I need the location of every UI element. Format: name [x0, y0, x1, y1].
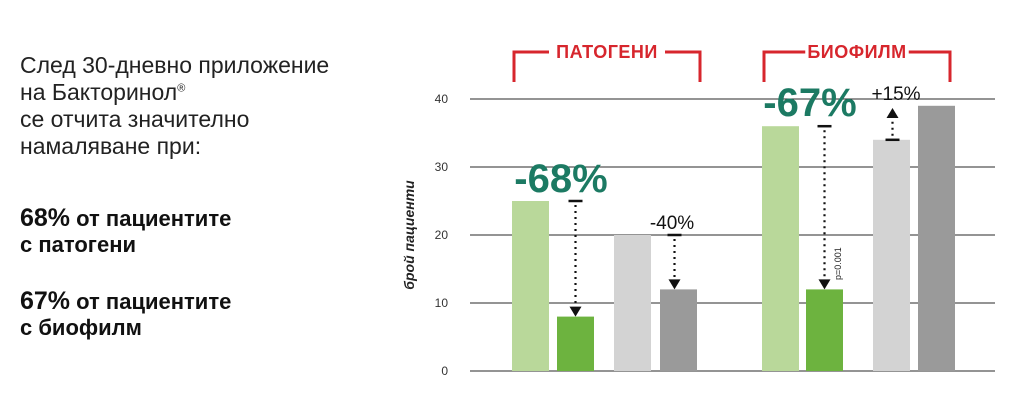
bar-1-2 [873, 139, 910, 371]
bar-1-3 [918, 105, 955, 372]
bar-1-1 [806, 289, 843, 371]
change-pathogen-grey: -40% [650, 213, 694, 234]
intro-text: След 30-дневно приложение на Бакторинол®… [20, 52, 410, 160]
intro-line-2: на Бакторинол® [20, 79, 410, 106]
stat-pathogens-line2: с патогени [20, 232, 137, 257]
group-label-0: ПАТОГЕНИ [556, 42, 658, 62]
bar-1-0 [762, 126, 799, 371]
intro-line-2-text: на Бакторинол [20, 79, 178, 105]
arrow-biofilm-grey-head [886, 108, 899, 118]
group-bracket-left-0 [512, 50, 549, 82]
y-tick-label-30: 30 [435, 160, 449, 174]
y-tick-label-40: 40 [435, 92, 449, 106]
change-pathogen-green: -68% [514, 157, 607, 201]
registered-mark: ® [177, 82, 186, 95]
group-bracket-left-1 [762, 50, 806, 82]
intro-line-4: намаляване при: [20, 133, 202, 159]
y-tick-label-10: 10 [435, 296, 449, 310]
arrow-pathogen-grey-head [668, 279, 681, 290]
bar-0-1 [557, 316, 594, 371]
stat-biofilm: 67% от пациентите с биофилм [20, 288, 410, 341]
p-value-note: p=0.001 [833, 247, 843, 280]
arrow-pathogen-green-head [569, 306, 582, 317]
arrow-biofilm-green-head [818, 279, 831, 290]
group-label-1: БИОФИЛМ [807, 42, 906, 62]
stat-pathogens: 68% от пациентите с патогени [20, 205, 410, 258]
intro-line-1: След 30-дневно приложение [20, 52, 330, 78]
stat-biofilm-line1: 67% от пациентите [20, 288, 410, 315]
stat-biofilm-value: 67% [20, 287, 71, 315]
y-tick-label-0: 0 [441, 364, 448, 378]
group-bracket-right-1 [908, 50, 952, 82]
stat-biofilm-text: от пациентите [70, 289, 232, 314]
bar-0-3 [660, 289, 697, 371]
stat-pathogens-text: от пациентите [70, 206, 232, 231]
stat-biofilm-line2: с биофилм [20, 315, 142, 340]
group-bracket-right-0 [665, 50, 702, 82]
stat-pathogens-value: 68% [20, 204, 71, 232]
bar-0-0 [512, 201, 549, 371]
y-axis-label: брой пациенти [401, 180, 417, 290]
y-tick-label-20: 20 [435, 228, 449, 242]
change-biofilm-grey: +15% [871, 84, 920, 105]
intro-line-3: се отчита значително [20, 106, 250, 132]
stat-pathogens-line1: 68% от пациентите [20, 205, 410, 232]
bar-0-2 [614, 235, 651, 371]
change-biofilm-green: -67% [763, 81, 856, 125]
